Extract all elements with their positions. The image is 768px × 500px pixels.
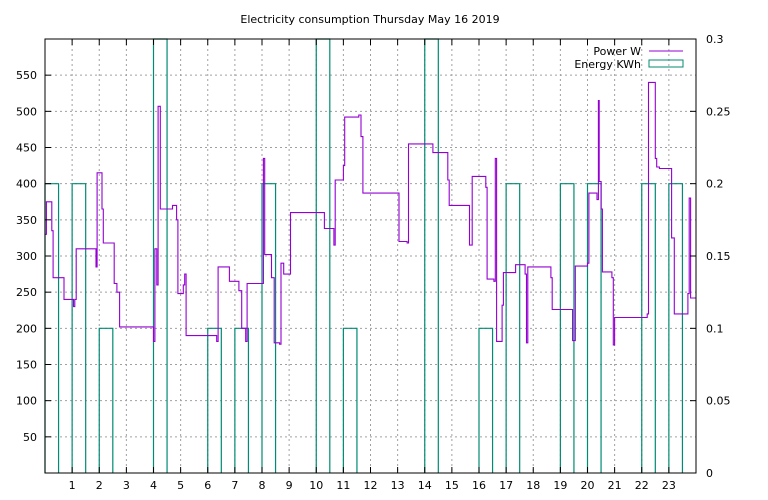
- x-tick-label: 3: [123, 479, 130, 492]
- x-tick-label: 7: [231, 479, 238, 492]
- energy-bar: [261, 183, 277, 473]
- x-tick-label: 1: [69, 479, 76, 492]
- y2-tick-label: 0.3: [706, 33, 724, 46]
- energy-bar: [315, 38, 331, 473]
- y2-tick-label: 0.05: [706, 395, 731, 408]
- legend-label-energy: Energy KWh: [574, 58, 641, 71]
- energy-bar: [342, 327, 358, 473]
- y2-tick-label: 0.2: [706, 178, 724, 191]
- energy-bar: [559, 183, 575, 473]
- x-tick-label: 12: [364, 479, 378, 492]
- energy-bar: [98, 327, 114, 473]
- y-tick-label: 300: [16, 250, 37, 263]
- energy-bar: [71, 183, 87, 473]
- x-tick-label: 23: [662, 479, 676, 492]
- energy-bar: [505, 183, 521, 473]
- y2-tick-label: 0.15: [706, 250, 731, 263]
- energy-bar: [668, 183, 684, 473]
- y-tick-label: 350: [16, 214, 37, 227]
- y-tick-label: 250: [16, 286, 37, 299]
- x-tick-label: 17: [499, 479, 513, 492]
- x-tick-label: 21: [608, 479, 622, 492]
- x-tick-label: 15: [445, 479, 459, 492]
- y-tick-label: 150: [16, 359, 37, 372]
- x-tick-label: 14: [418, 479, 432, 492]
- x-tick-label: 4: [150, 479, 157, 492]
- chart-title: Electricity consumption Thursday May 16 …: [240, 13, 499, 26]
- y-tick-label: 50: [23, 431, 37, 444]
- x-tick-label: 18: [526, 479, 540, 492]
- x-tick-label: 22: [635, 479, 649, 492]
- x-tick-label: 8: [259, 479, 266, 492]
- x-tick-label: 2: [96, 479, 103, 492]
- energy-bar: [207, 327, 222, 473]
- x-tick-label: 6: [204, 479, 211, 492]
- power-line-layer: [45, 81, 696, 346]
- x-tick-label: 20: [581, 479, 595, 492]
- y-tick-label: 500: [16, 105, 37, 118]
- x-tick-label: 5: [177, 479, 184, 492]
- x-tick-label: 16: [472, 479, 486, 492]
- legend: Power W Energy KWh: [574, 45, 684, 71]
- y2-tick-label: 0: [706, 467, 713, 480]
- x-tick-label: 13: [391, 479, 405, 492]
- y-tick-label: 400: [16, 178, 37, 191]
- axes: 1 2 3 4 5 6 7 8 9 10 11 12 13 14 15 16 17 18 19 20 21 22 23501…: [16, 33, 731, 492]
- y-tick-label: 550: [16, 69, 37, 82]
- y-tick-label: 450: [16, 142, 37, 155]
- y2-tick-label: 0.1: [706, 322, 724, 335]
- power-line: [45, 81, 696, 346]
- x-tick-label: 10: [309, 479, 323, 492]
- legend-label-power: Power W: [593, 45, 641, 58]
- x-tick-label: 9: [286, 479, 293, 492]
- legend-swatch-energy: [648, 59, 684, 68]
- x-tick-label: 11: [336, 479, 350, 492]
- y-tick-label: 200: [16, 322, 37, 335]
- y2-tick-label: 0.25: [706, 105, 731, 118]
- energy-bar: [586, 183, 602, 473]
- energy-bar: [478, 327, 494, 473]
- y-tick-label: 100: [16, 395, 37, 408]
- x-tick-label: 19: [553, 479, 567, 492]
